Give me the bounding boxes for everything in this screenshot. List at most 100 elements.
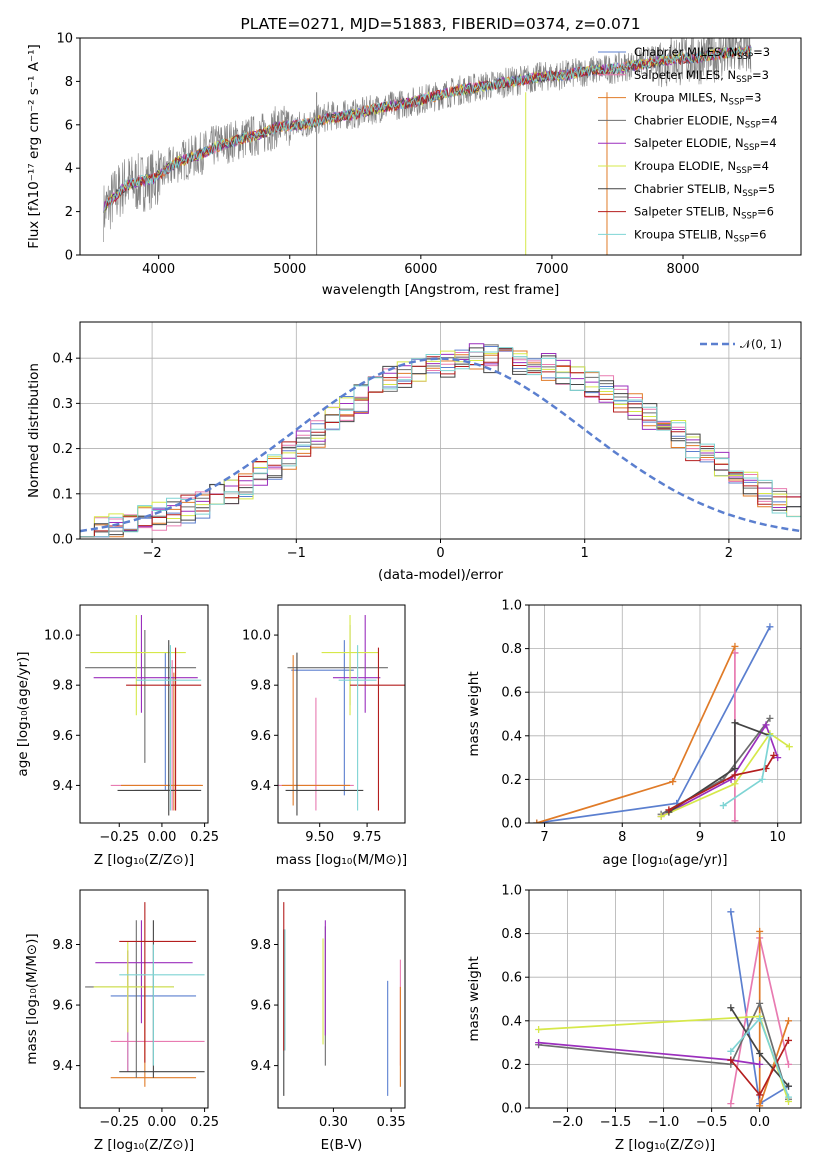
x-tick-label: 0.35 [377, 1115, 406, 1130]
series-point-kroupa-miles [756, 927, 764, 935]
series-point-salpeter-miles [785, 1060, 793, 1068]
series-point-kroupa-elodie [731, 780, 739, 788]
y-tick-label: 9.8 [52, 938, 73, 953]
y-tick-label: 9.4 [250, 1059, 271, 1074]
series-point-chabrier-miles [727, 908, 735, 916]
series-point-salpeter-stelib [756, 1091, 764, 1099]
x-tick-label: 9 [696, 830, 704, 845]
histogram-kroupa-stelib [80, 347, 801, 538]
series-point-kroupa-miles [533, 819, 541, 823]
series-point-kroupa-stelib [758, 775, 766, 783]
series-point-kroupa-miles [785, 1017, 793, 1025]
x-tick-label: 5000 [273, 262, 306, 277]
y-tick-label: 9.4 [250, 779, 271, 794]
y-tick-label: 10 [56, 32, 73, 47]
y-label: mass weight [466, 671, 482, 756]
series-point-salpeter-stelib [770, 751, 778, 759]
axes-frame [528, 604, 802, 824]
y-tick-label: 9.8 [250, 679, 271, 694]
series-point-salpeter-stelib [731, 771, 739, 779]
y-tick-label: 0.2 [52, 442, 73, 457]
series-point-salpeter-stelib [785, 1036, 793, 1044]
legend-entry: Kroupa MILES, NSSP=3 [634, 91, 761, 108]
y-tick-label: 1.0 [501, 884, 522, 899]
plot-area [85, 615, 203, 816]
spectrum-title: PLATE=0271, MJD=51883, FIBERID=0374, z=0… [240, 15, 640, 33]
x-tick-label: 8000 [666, 262, 699, 277]
series-point-chabrier-stelib [731, 719, 739, 727]
x-tick-label: 10 [769, 830, 786, 845]
y-tick-label: 9.6 [250, 999, 271, 1014]
y-tick-label: 0 [65, 249, 73, 264]
plot-area [80, 343, 801, 538]
y-tick-label: 0.0 [501, 817, 522, 832]
model-spectrum-kroupa-stelib [103, 45, 752, 213]
x-tick-label: 0.25 [190, 830, 219, 845]
series-point-kroupa-miles [669, 778, 677, 786]
x-tick-label: 0.00 [147, 1115, 176, 1130]
x-tick-label: 0.25 [190, 1115, 219, 1130]
x-tick-label: −0.25 [99, 830, 139, 845]
y-tick-label: 9.8 [250, 938, 271, 953]
legend-entry: Chabrier MILES, NSSP=3 [634, 45, 770, 62]
x-tick-label: 7 [540, 830, 548, 845]
series-point-kroupa-elodie [785, 743, 793, 751]
x-label: Z [log₁₀(Z/Z⊙)] [94, 852, 194, 868]
y-label: age [log₁₀(age/yr)] [15, 651, 31, 776]
plot-area [278, 615, 405, 816]
age-vs-metallicity-panel: −0.25 0.00 0.25 9.4 9.6 9.8 10.0 Z [log₁₀(Z/Z⊙)… [15, 604, 219, 868]
axes-frame [79, 321, 802, 540]
axes-frame [79, 604, 209, 824]
series-line-salpeter-elodie [660, 722, 779, 818]
y-tick-label: 0.6 [501, 971, 522, 986]
x-tick-label: 1 [581, 546, 589, 561]
x-tick-label: 9.50 [305, 830, 334, 845]
plot-area [535, 908, 793, 1108]
legend-entry: 𝒩(0, 1) [740, 337, 782, 351]
x-tick-label: 0.00 [147, 830, 176, 845]
series-point-salpeter-elodie [535, 1039, 543, 1047]
plot-area [85, 902, 205, 1087]
x-tick-label: 4000 [142, 262, 175, 277]
y-tick-label: 0.0 [52, 533, 73, 548]
x-label: mass [log₁₀(M/M⊙)] [276, 852, 407, 868]
legend-entry: Kroupa ELODIE, NSSP=4 [634, 159, 769, 176]
series-point-kroupa-elodie [657, 812, 665, 820]
spectrum-y-label: Flux [fλ10⁻¹⁷ erg cm⁻² s⁻¹ A⁻¹] [26, 44, 42, 249]
series-line-salpeter-stelib [668, 754, 775, 811]
series-point-kroupa-elodie [535, 1026, 543, 1034]
x-tick-label: 0 [436, 546, 444, 561]
series-point-salpeter-elodie [774, 754, 782, 762]
age-vs-mass-panel: 9.50 9.75 9.4 9.6 9.8 10.0 mass [log₁₀(M/M⊙)] [242, 604, 407, 868]
spectrum-panel: 4000 5000 6000 7000 8000 0 2 4 6 8 10 PLATE=0271, M… [26, 15, 802, 298]
series-line-chabrier-stelib [668, 721, 771, 813]
series-line-kroupa-elodie [660, 732, 790, 818]
normal-curve [80, 357, 801, 533]
x-tick-label: −0.25 [99, 1115, 139, 1130]
axes-frame [79, 889, 209, 1109]
y-tick-label: 4 [65, 162, 73, 177]
plot-area [533, 623, 793, 823]
series-point-chabrier-stelib [731, 765, 739, 772]
series-point-kroupa-stelib [785, 1093, 793, 1101]
y-tick-label: 9.4 [52, 1059, 73, 1074]
plot-area [283, 902, 401, 1096]
x-tick-label: −1 [287, 546, 306, 561]
y-tick-label: 10.0 [44, 629, 73, 644]
legend-entry: Salpeter MILES, NSSP=3 [634, 68, 769, 85]
series-point-salpeter-miles [731, 817, 739, 823]
mass-weight-vs-metallicity-panel: −2.0 −1.5 −1.0 −0.5 0.0 0.0 0.2 0.4 0.6 0.8 1.0 Z [… [466, 884, 802, 1153]
x-tick-label: 2 [725, 546, 733, 561]
axes-frame [79, 37, 802, 256]
x-label: Z [log₁₀(Z/Z⊙)] [94, 1137, 194, 1153]
y-tick-label: 0.8 [501, 927, 522, 942]
y-tick-label: 0.4 [501, 729, 522, 744]
series-point-kroupa-stelib [719, 802, 727, 810]
y-tick-label: 9.6 [250, 729, 271, 744]
series-point-kroupa-stelib [727, 1047, 735, 1055]
axes-frame [277, 604, 406, 824]
y-tick-label: 0.2 [501, 773, 522, 788]
y-tick-label: 0.8 [501, 642, 522, 657]
y-tick-label: 8 [65, 75, 73, 90]
y-tick-label: 6 [65, 118, 73, 133]
